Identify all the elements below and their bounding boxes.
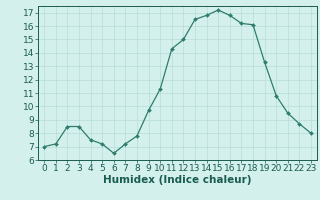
X-axis label: Humidex (Indice chaleur): Humidex (Indice chaleur)	[103, 175, 252, 185]
